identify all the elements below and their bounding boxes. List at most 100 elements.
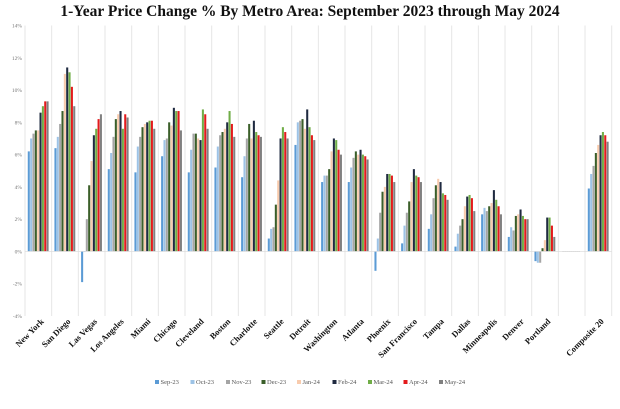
bar-mar-24 (361, 154, 364, 252)
bar-nov-23 (405, 212, 408, 252)
bar-nov-23 (379, 212, 382, 252)
bar-may-24 (99, 114, 102, 252)
category-label: Miami (128, 316, 153, 341)
bar-apr-24 (524, 219, 527, 252)
bar-nov-23 (592, 165, 595, 252)
bar-nov-23 (32, 133, 35, 252)
bar-feb-24 (226, 122, 229, 252)
bar-feb-24 (412, 169, 415, 252)
legend-swatch (368, 380, 372, 384)
bar-nov-23 (299, 120, 302, 252)
category-label: Cleveland (173, 316, 206, 349)
bar-may-24 (233, 136, 236, 252)
chart-title: 1-Year Price Change % By Metro Area: Sep… (60, 3, 560, 20)
bar-oct-23 (456, 233, 459, 252)
bar-oct-23 (216, 146, 219, 252)
bar-dec-23 (141, 127, 144, 252)
y-tick-label: 8% (15, 120, 23, 126)
bar-oct-23 (536, 251, 539, 263)
bar-dec-23 (381, 191, 384, 252)
bar-mar-24 (175, 111, 178, 252)
bar-oct-23 (30, 138, 33, 252)
bar-jan-24 (357, 154, 360, 252)
bar-feb-24 (306, 109, 309, 252)
bar-feb-24 (599, 135, 602, 252)
bar-may-24 (446, 199, 449, 252)
bar-nov-23 (352, 157, 355, 252)
bar-feb-24 (252, 120, 255, 252)
bar-feb-24 (39, 112, 42, 252)
bar-apr-24 (364, 156, 367, 252)
bar-dec-23 (114, 119, 117, 252)
bar-sep-23 (267, 238, 270, 252)
bar-oct-23 (350, 167, 353, 252)
bar-mar-24 (601, 132, 604, 252)
bar-oct-23 (430, 214, 433, 252)
bar-mar-24 (68, 72, 71, 252)
bar-jan-24 (197, 138, 200, 252)
bar-mar-24 (281, 127, 284, 252)
category-label: Tampa (421, 316, 446, 341)
y-tick-label: 12% (12, 56, 23, 62)
bar-sep-23 (321, 182, 324, 252)
bar-apr-24 (177, 111, 180, 252)
bar-dec-23 (594, 152, 597, 252)
legend-item: Mar-24 (374, 379, 394, 386)
bar-sep-23 (507, 236, 510, 252)
bar-dec-23 (408, 201, 411, 252)
bar-may-24 (553, 236, 556, 252)
bar-may-24 (206, 128, 209, 252)
bar-jan-24 (250, 138, 253, 252)
legend-swatch (226, 380, 230, 384)
bar-sep-23 (241, 177, 244, 252)
bar-dec-23 (274, 204, 277, 252)
bar-oct-23 (323, 175, 326, 252)
bar-may-24 (179, 130, 182, 252)
bar-feb-24 (546, 217, 549, 252)
bar-may-24 (499, 214, 502, 252)
legend-swatch (155, 380, 159, 384)
bar-feb-24 (519, 209, 522, 252)
bar-sep-23 (27, 151, 30, 252)
bar-nov-23 (165, 138, 168, 252)
bar-may-24 (46, 101, 49, 252)
legend-item: Apr-24 (409, 379, 428, 386)
bar-jan-24 (303, 128, 306, 252)
bar-dec-23 (488, 206, 491, 252)
y-tick-label: -4% (13, 314, 23, 320)
bar-nov-23 (325, 175, 328, 252)
bar-jan-24 (517, 214, 520, 252)
bar-oct-23 (190, 149, 193, 252)
bar-feb-24 (359, 149, 362, 252)
bar-oct-23 (56, 136, 59, 252)
legend-item: Feb-24 (338, 379, 357, 386)
category-label: Detroit (287, 316, 312, 341)
bar-may-24 (313, 140, 316, 252)
y-tick-label: 0% (15, 249, 23, 255)
bar-nov-23 (192, 133, 195, 252)
bar-sep-23 (454, 246, 457, 252)
legend-item: Nov-23 (232, 379, 252, 386)
bar-jan-24 (597, 144, 600, 252)
legend-swatch (297, 380, 301, 384)
bar-mar-24 (468, 194, 471, 252)
bar-sep-23 (587, 188, 590, 252)
bar-mar-24 (201, 109, 204, 252)
bar-dec-23 (168, 122, 171, 252)
bar-nov-23 (512, 230, 515, 252)
y-tick-label: 4% (15, 185, 23, 191)
bar-nov-23 (112, 136, 115, 252)
bar-sep-23 (401, 243, 404, 252)
category-label: Composite 20 (564, 316, 606, 358)
bar-nov-23 (485, 211, 488, 252)
bar-may-24 (419, 182, 422, 252)
bar-dec-23 (541, 248, 544, 252)
bar-dec-23 (514, 215, 517, 252)
bar-sep-23 (374, 251, 377, 271)
bar-may-24 (473, 211, 476, 252)
category-label: Boston (208, 316, 233, 341)
bar-feb-24 (466, 196, 469, 252)
bar-sep-23 (161, 156, 164, 252)
bar-jan-24 (223, 128, 226, 252)
